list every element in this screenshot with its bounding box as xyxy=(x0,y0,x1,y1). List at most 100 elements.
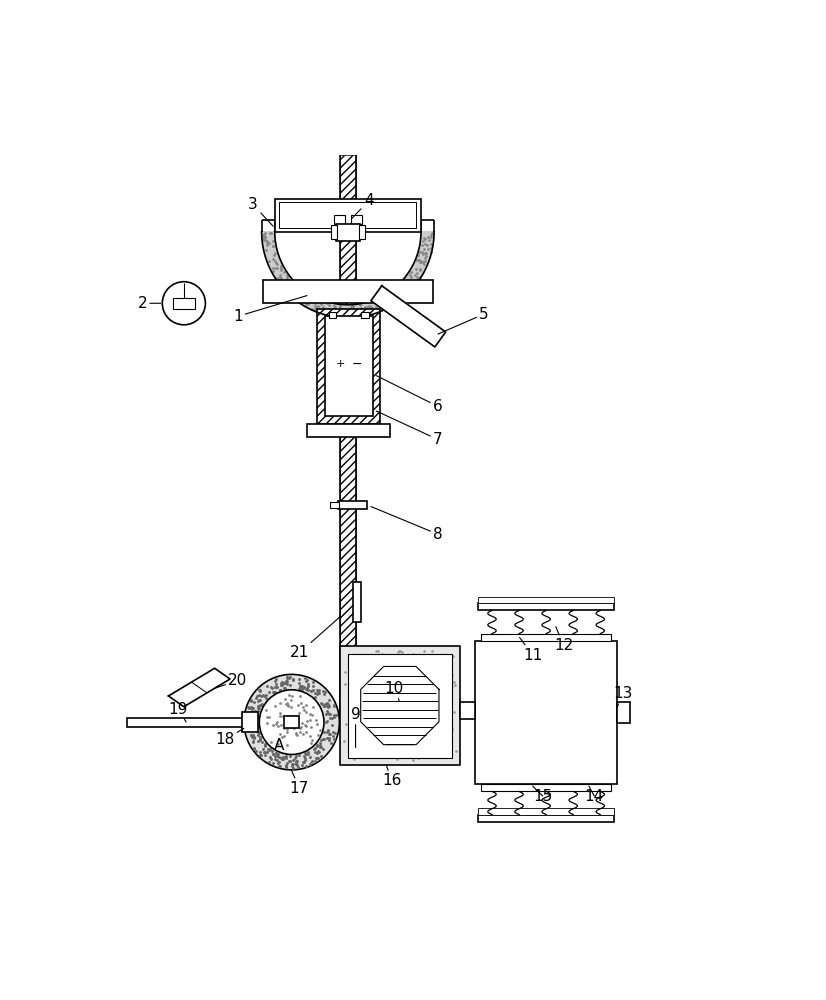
Point xyxy=(413,244,426,260)
Point xyxy=(371,738,384,754)
Point xyxy=(319,696,332,712)
Point xyxy=(304,719,317,735)
Text: 20: 20 xyxy=(215,673,247,688)
Point xyxy=(321,722,335,738)
Point xyxy=(357,742,370,758)
Point xyxy=(249,717,262,733)
Point xyxy=(265,225,278,241)
Point xyxy=(343,658,356,674)
Point xyxy=(382,297,396,313)
Point xyxy=(377,736,391,752)
Point xyxy=(296,754,309,770)
Point xyxy=(278,711,292,727)
Point xyxy=(333,299,346,315)
Point xyxy=(370,664,383,680)
Point xyxy=(308,689,321,705)
Point xyxy=(273,749,286,765)
Bar xyxy=(279,202,416,228)
Point xyxy=(403,276,416,292)
Text: 4: 4 xyxy=(352,193,373,219)
Point xyxy=(292,705,306,721)
Point xyxy=(373,711,387,727)
Point xyxy=(383,293,396,309)
Point xyxy=(390,694,403,710)
Point xyxy=(282,670,296,686)
Point xyxy=(300,673,313,689)
Point xyxy=(420,732,433,748)
Point xyxy=(323,698,336,714)
Point xyxy=(371,293,384,309)
Point xyxy=(437,704,450,720)
Point xyxy=(285,756,298,772)
Point xyxy=(256,227,269,243)
Point xyxy=(395,280,408,296)
Point xyxy=(368,301,381,317)
Point xyxy=(407,274,420,290)
Point xyxy=(435,662,449,678)
Point xyxy=(292,283,305,299)
Point xyxy=(290,713,303,729)
Point xyxy=(240,707,253,723)
Point xyxy=(271,260,284,276)
Point xyxy=(259,690,273,706)
Point xyxy=(265,751,278,767)
Point xyxy=(422,229,435,245)
Point xyxy=(252,692,265,708)
Point xyxy=(377,678,391,694)
Point xyxy=(419,245,432,261)
Point xyxy=(347,702,360,718)
Point xyxy=(279,757,292,773)
Point xyxy=(311,743,325,759)
Point xyxy=(344,307,357,323)
Point xyxy=(289,725,302,741)
Point xyxy=(353,706,366,722)
Point xyxy=(244,720,257,736)
Point xyxy=(301,296,315,312)
Point xyxy=(290,757,303,773)
Point xyxy=(376,299,389,315)
Point xyxy=(419,712,432,728)
Point xyxy=(267,684,280,700)
Point xyxy=(409,274,422,290)
Point xyxy=(300,718,313,734)
Polygon shape xyxy=(361,666,439,745)
Circle shape xyxy=(244,674,339,770)
Point xyxy=(325,710,339,726)
Bar xyxy=(173,298,195,309)
Point xyxy=(441,670,454,686)
Point xyxy=(304,749,317,765)
Point xyxy=(392,723,405,739)
Point xyxy=(252,727,265,743)
Point xyxy=(363,681,377,697)
Point xyxy=(251,724,264,740)
Point xyxy=(430,665,444,681)
Point xyxy=(394,728,407,744)
Point xyxy=(347,662,360,678)
Point xyxy=(287,709,300,725)
Point xyxy=(269,676,282,692)
Point xyxy=(306,732,319,748)
Point xyxy=(300,758,313,774)
Point xyxy=(268,247,281,263)
Polygon shape xyxy=(371,286,446,347)
Point xyxy=(304,755,317,771)
Point xyxy=(437,648,450,664)
Point xyxy=(310,750,323,766)
Point xyxy=(320,706,333,722)
Point xyxy=(363,298,376,314)
Point xyxy=(301,676,315,692)
Point xyxy=(420,237,434,253)
Point xyxy=(298,745,311,761)
Point xyxy=(242,715,255,731)
Point xyxy=(320,713,333,729)
Point xyxy=(320,295,334,311)
Point xyxy=(254,682,267,698)
Bar xyxy=(481,634,611,641)
Text: 10: 10 xyxy=(384,681,404,701)
Point xyxy=(281,737,294,753)
Point xyxy=(344,303,357,319)
Point xyxy=(246,727,259,743)
Point xyxy=(258,688,271,704)
Point xyxy=(259,737,272,753)
Point xyxy=(287,275,300,291)
